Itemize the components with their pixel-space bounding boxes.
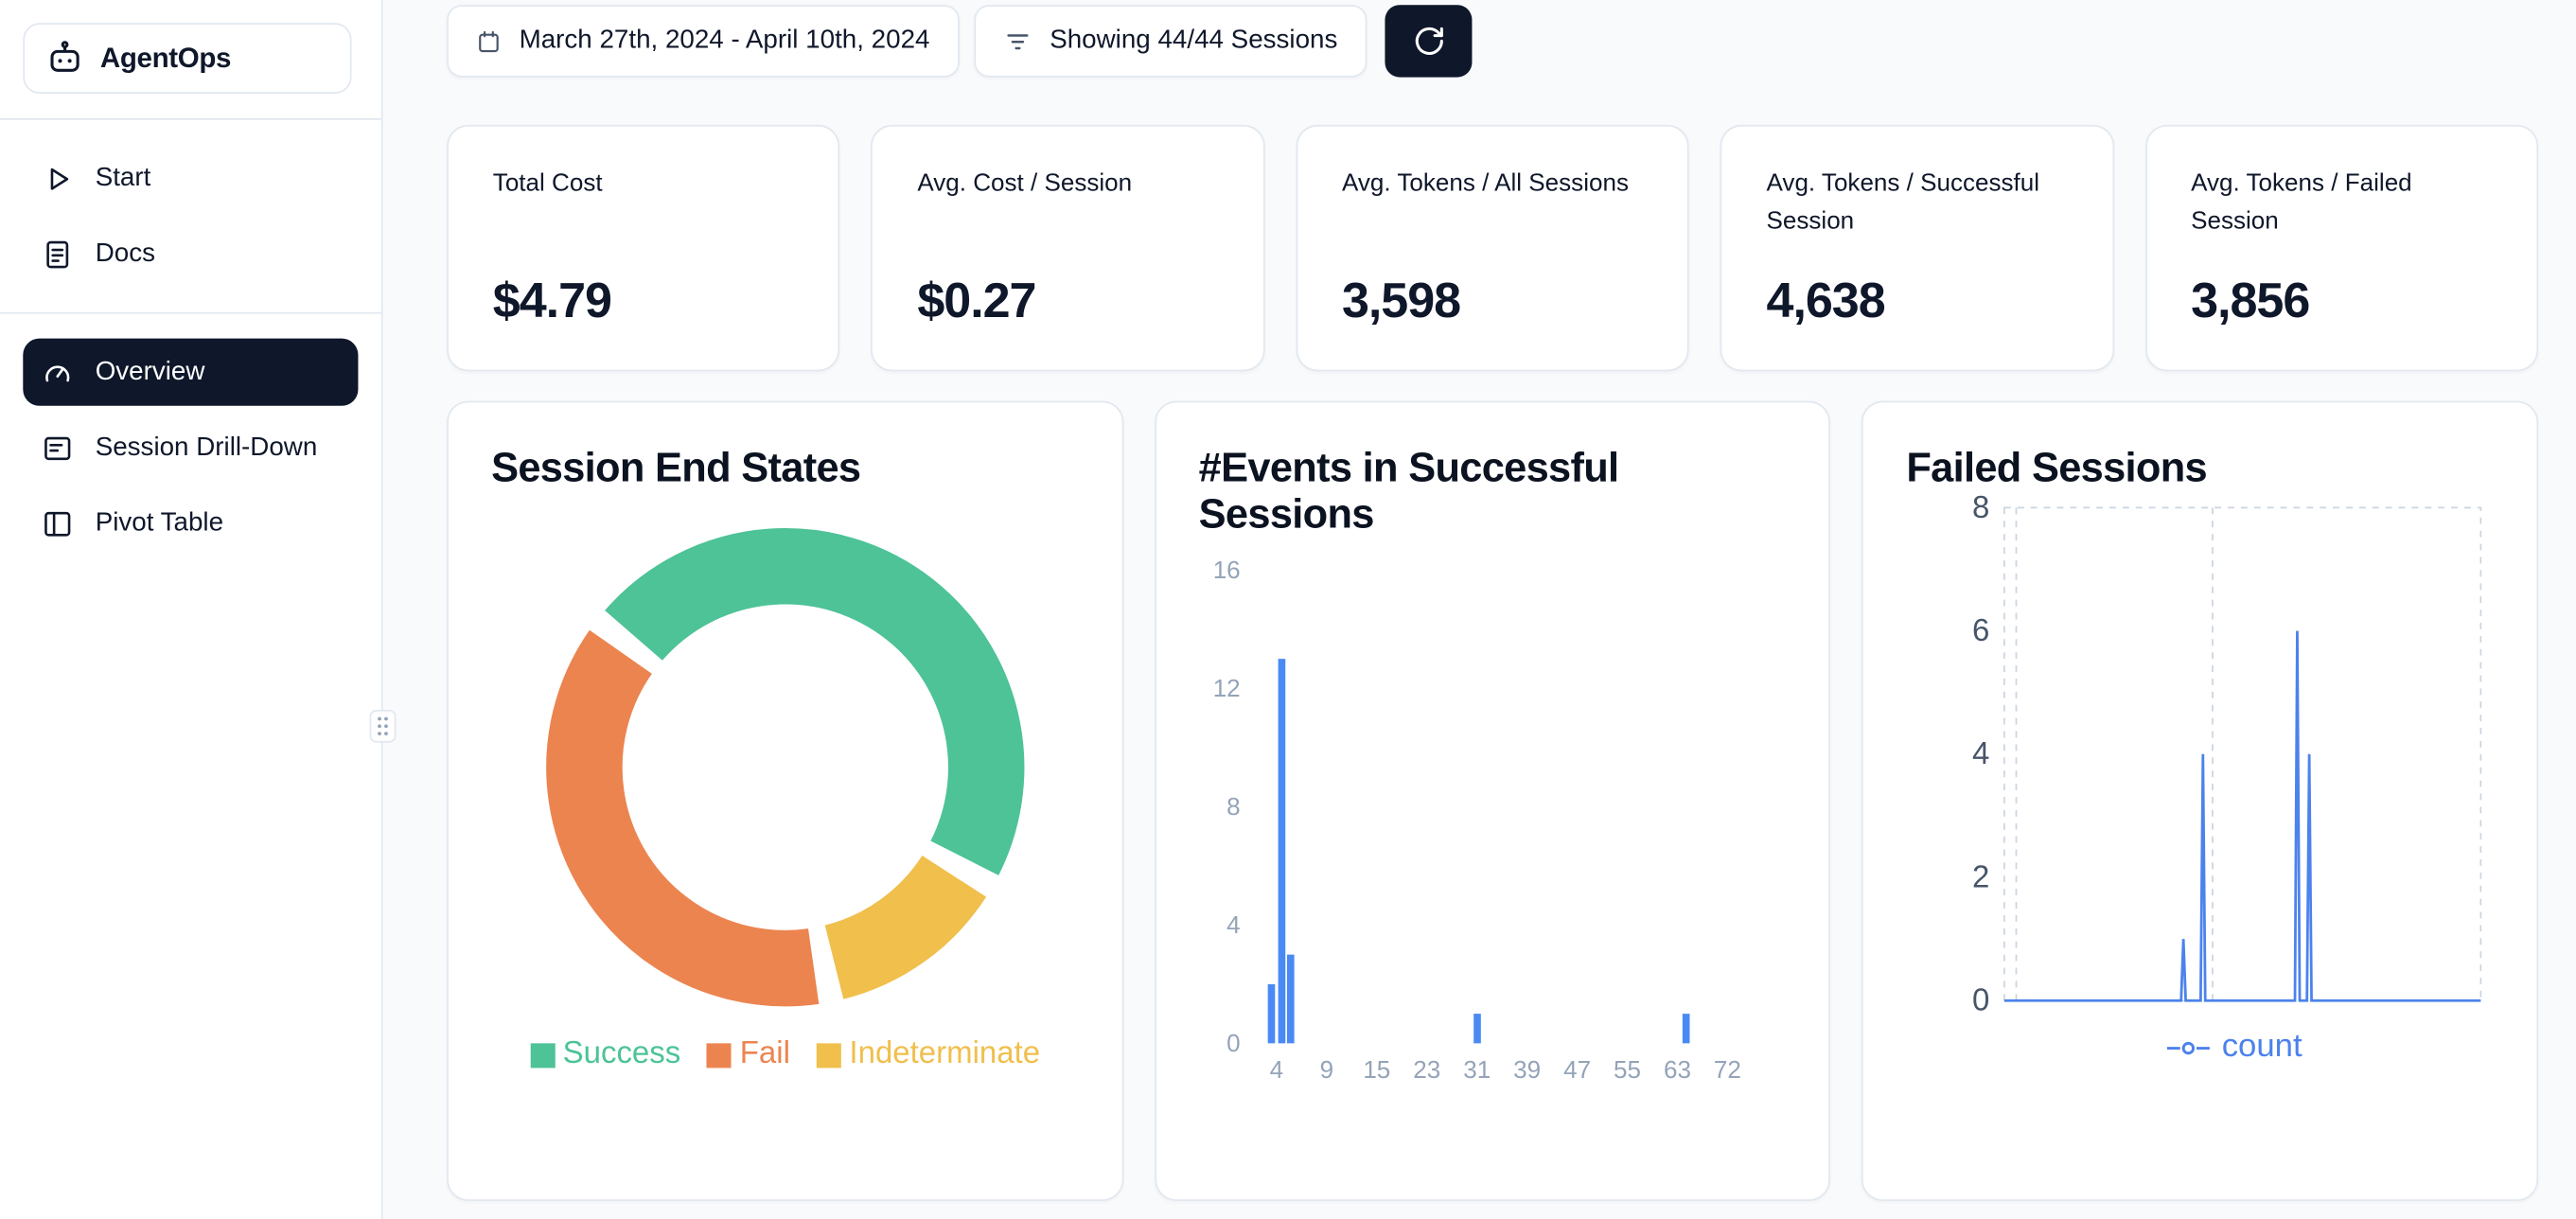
sidebar-item-label: Docs	[95, 238, 155, 268]
bar-chart: 0 4 8 12 16 4 9 15 23 31 39 47 55 63 72	[1199, 551, 1787, 1104]
legend-label: Success	[562, 1036, 681, 1071]
session-list-icon	[44, 435, 71, 460]
filter-icon	[1007, 33, 1029, 49]
app-name: AgentOps	[99, 42, 232, 74]
sidebar-item-docs[interactable]: Docs	[23, 221, 358, 288]
svg-text:47: 47	[1563, 1055, 1591, 1084]
sidebar-divider	[0, 117, 381, 120]
calendar-icon	[479, 30, 499, 52]
sidebar-item-overview[interactable]: Overview	[23, 338, 359, 406]
sidebar-item-pivot-table[interactable]: Pivot Table	[23, 489, 358, 556]
svg-text:31: 31	[1463, 1055, 1491, 1084]
legend-item-fail[interactable]: Fail	[707, 1036, 790, 1072]
stat-label: Total Cost	[492, 168, 603, 198]
stat-value: $0.27	[917, 274, 1036, 329]
gauge-icon	[45, 364, 70, 381]
donut-legend: Success Fail Indeterminate	[491, 1036, 1079, 1072]
pivot-table-icon	[44, 511, 71, 536]
sidebar-nav-top: Start Docs	[0, 145, 381, 288]
svg-text:16: 16	[1212, 556, 1240, 584]
session-filter-label: Showing 44/44 Sessions	[1050, 26, 1338, 55]
sidebar-item-session-drill-down[interactable]: Session Drill-Down	[23, 414, 358, 481]
line-legend[interactable]: count	[1955, 1029, 2514, 1067]
stat-card-avg-tokens-successful: Avg. Tokens / Successful Session 4,638	[1720, 124, 2114, 372]
svg-text:72: 72	[1713, 1055, 1740, 1084]
legend-label: Indeterminate	[849, 1036, 1041, 1071]
docs-icon	[46, 239, 69, 268]
stat-label: Avg. Cost / Session	[917, 168, 1133, 198]
svg-text:4: 4	[1973, 735, 1990, 770]
legend-swatch	[707, 1042, 732, 1068]
stat-label: Avg. Tokens / Successful Session	[1766, 168, 2040, 235]
stat-value: $4.79	[492, 274, 612, 329]
logo[interactable]: AgentOps	[23, 23, 352, 94]
sidebar-nav-main: Overview Session Drill-Down Pivot Table	[0, 338, 381, 557]
sidebar-item-start[interactable]: Start	[23, 145, 358, 212]
refresh-icon	[1415, 26, 1443, 55]
svg-text:6: 6	[1973, 612, 1990, 647]
sidebar-resize-handle[interactable]	[369, 709, 397, 743]
stats-row: Total Cost $4.79 Avg. Cost / Session $0.…	[447, 124, 2539, 372]
sidebar-item-label: Pivot Table	[95, 508, 224, 537]
donut-chart	[491, 524, 1079, 1011]
legend-item-indeterminate[interactable]: Indeterminate	[816, 1036, 1041, 1072]
stat-card-avg-cost-session: Avg. Cost / Session $0.27	[871, 124, 1265, 372]
svg-text:0: 0	[1226, 1029, 1240, 1057]
legend-swatch	[816, 1042, 841, 1068]
chart-title: Session End States	[491, 445, 861, 492]
stat-card-total-cost: Total Cost $4.79	[447, 124, 840, 372]
svg-text:55: 55	[1613, 1055, 1640, 1084]
sidebar-item-label: Session Drill-Down	[95, 433, 318, 461]
legend-swatch	[529, 1042, 555, 1068]
legend-item-success[interactable]: Success	[529, 1036, 681, 1072]
stat-card-avg-tokens-all: Avg. Tokens / All Sessions 3,598	[1296, 124, 1689, 372]
svg-text:9: 9	[1319, 1055, 1332, 1084]
bar-chart-svg: 0 4 8 12 16 4 9 15 23 31 39 47 55 63 72	[1212, 556, 1740, 1084]
svg-text:39: 39	[1513, 1055, 1541, 1084]
legend-line-marker-icon	[2167, 1041, 2211, 1054]
topbar: March 27th, 2024 - April 10th, 2024 Show…	[447, 5, 2538, 78]
svg-text:4: 4	[1269, 1055, 1282, 1084]
stat-value: 3,598	[1341, 274, 1461, 329]
grip-dots-icon	[378, 716, 388, 736]
svg-text:63: 63	[1663, 1055, 1690, 1084]
line-legend-label: count	[2221, 1028, 2303, 1065]
chart-title: Failed Sessions	[1906, 445, 2207, 492]
main-content: March 27th, 2024 - April 10th, 2024 Show…	[382, 0, 2576, 1219]
legend-label: Fail	[739, 1036, 790, 1071]
svg-text:12: 12	[1212, 674, 1240, 702]
svg-text:4: 4	[1226, 910, 1240, 939]
date-range-button[interactable]: March 27th, 2024 - April 10th, 2024	[447, 5, 960, 78]
chart-title: #Events in Successful Sessions	[1198, 445, 1619, 538]
sidebar: AgentOps Start Docs	[0, 0, 383, 1219]
sidebar-item-label: Start	[95, 163, 151, 192]
stat-value: 3,856	[2191, 274, 2310, 329]
failed-sessions-card: Failed Sessions 0 2 4 6 8 count	[1861, 400, 2539, 1202]
agentops-logo-icon	[50, 41, 79, 72]
charts-row: Session End States Success Fail	[447, 400, 2539, 1202]
sidebar-divider	[0, 311, 381, 314]
play-icon	[50, 167, 69, 189]
svg-text:2: 2	[1973, 858, 1990, 893]
line-chart: 0 2 4 6 8	[1955, 489, 2494, 1026]
stat-card-avg-tokens-failed: Avg. Tokens / Failed Session 3,856	[2144, 124, 2539, 372]
svg-text:8: 8	[1973, 495, 1990, 524]
refresh-button[interactable]	[1385, 5, 1473, 78]
donut-chart-svg	[545, 528, 1025, 1007]
stat-value: 4,638	[1766, 274, 1886, 329]
events-histogram-card: #Events in Successful Sessions 0 4 8 12 16 4 9…	[1154, 400, 1831, 1202]
svg-text:0: 0	[1973, 982, 1990, 1017]
line-chart-svg: 0 2 4 6 8	[1973, 489, 2482, 1017]
svg-text:23: 23	[1413, 1055, 1440, 1084]
stat-label: Avg. Tokens / Failed Session	[2191, 168, 2412, 235]
session-filter-button[interactable]: Showing 44/44 Sessions	[974, 5, 1367, 78]
sidebar-item-label: Overview	[95, 357, 205, 386]
session-end-states-card: Session End States Success Fail	[447, 400, 1123, 1202]
svg-text:8: 8	[1226, 792, 1240, 821]
stat-label: Avg. Tokens / All Sessions	[1341, 168, 1629, 198]
date-range-label: March 27th, 2024 - April 10th, 2024	[519, 26, 930, 55]
svg-text:15: 15	[1363, 1055, 1390, 1084]
